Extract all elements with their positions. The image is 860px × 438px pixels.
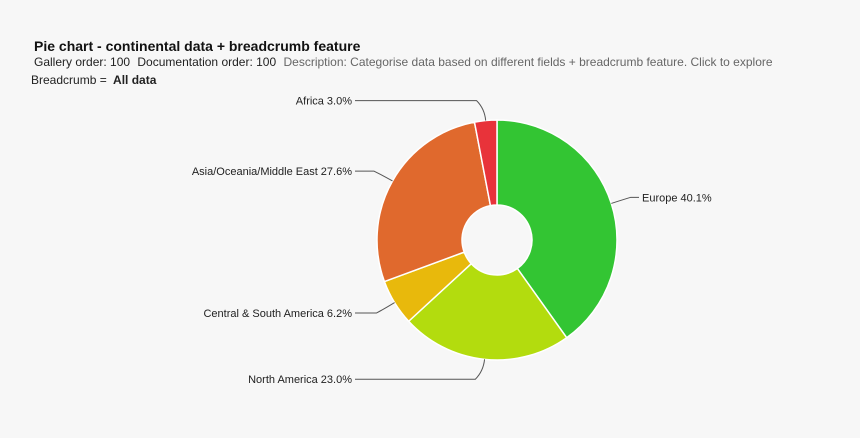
breadcrumb-label: Breadcrumb = [31, 73, 107, 87]
label-value: 23.0% [321, 374, 352, 386]
label-category: Asia/Oceania/Middle East [192, 166, 318, 178]
gallery-order: Gallery order: 100 [34, 55, 130, 69]
slice[interactable] [376, 121, 492, 283]
subtitle: Gallery order: 100 Documentation order: … [34, 55, 773, 69]
leader-line [355, 359, 486, 380]
label-value: 27.6% [321, 166, 352, 178]
slice[interactable] [496, 119, 618, 339]
data-label: Africa 3.0% [296, 96, 352, 108]
description: Description: Categorise data based on di… [283, 55, 772, 69]
breadcrumb-value[interactable]: All data [113, 73, 157, 87]
leader-line [611, 196, 639, 204]
label-category: Central & South America [203, 308, 324, 320]
leader-line [355, 100, 487, 121]
leader-line [355, 170, 393, 182]
documentation-order: Documentation order: 100 [137, 55, 276, 69]
data-label: North America 23.0% [248, 374, 352, 386]
data-label: Central & South America 6.2% [203, 308, 352, 320]
pie: Europe 40.1% North America 23.0% Central & S… [192, 96, 712, 387]
label-category: Europe [642, 192, 677, 204]
label-value: 40.1% [680, 192, 711, 204]
slice[interactable] [407, 262, 568, 361]
label-category: Africa [296, 96, 325, 108]
data-label: Asia/Oceania/Middle East 27.6% [192, 166, 352, 178]
label-category: North America [248, 374, 319, 386]
chart-title: Pie chart - continental data + breadcrum… [34, 38, 361, 54]
data-label: Europe 40.1% [642, 192, 712, 204]
label-value: 3.0% [327, 96, 352, 108]
leader-line [355, 302, 395, 314]
label-value: 6.2% [327, 308, 352, 320]
slice[interactable] [473, 119, 498, 207]
breadcrumb: Breadcrumb = All data [31, 73, 157, 87]
